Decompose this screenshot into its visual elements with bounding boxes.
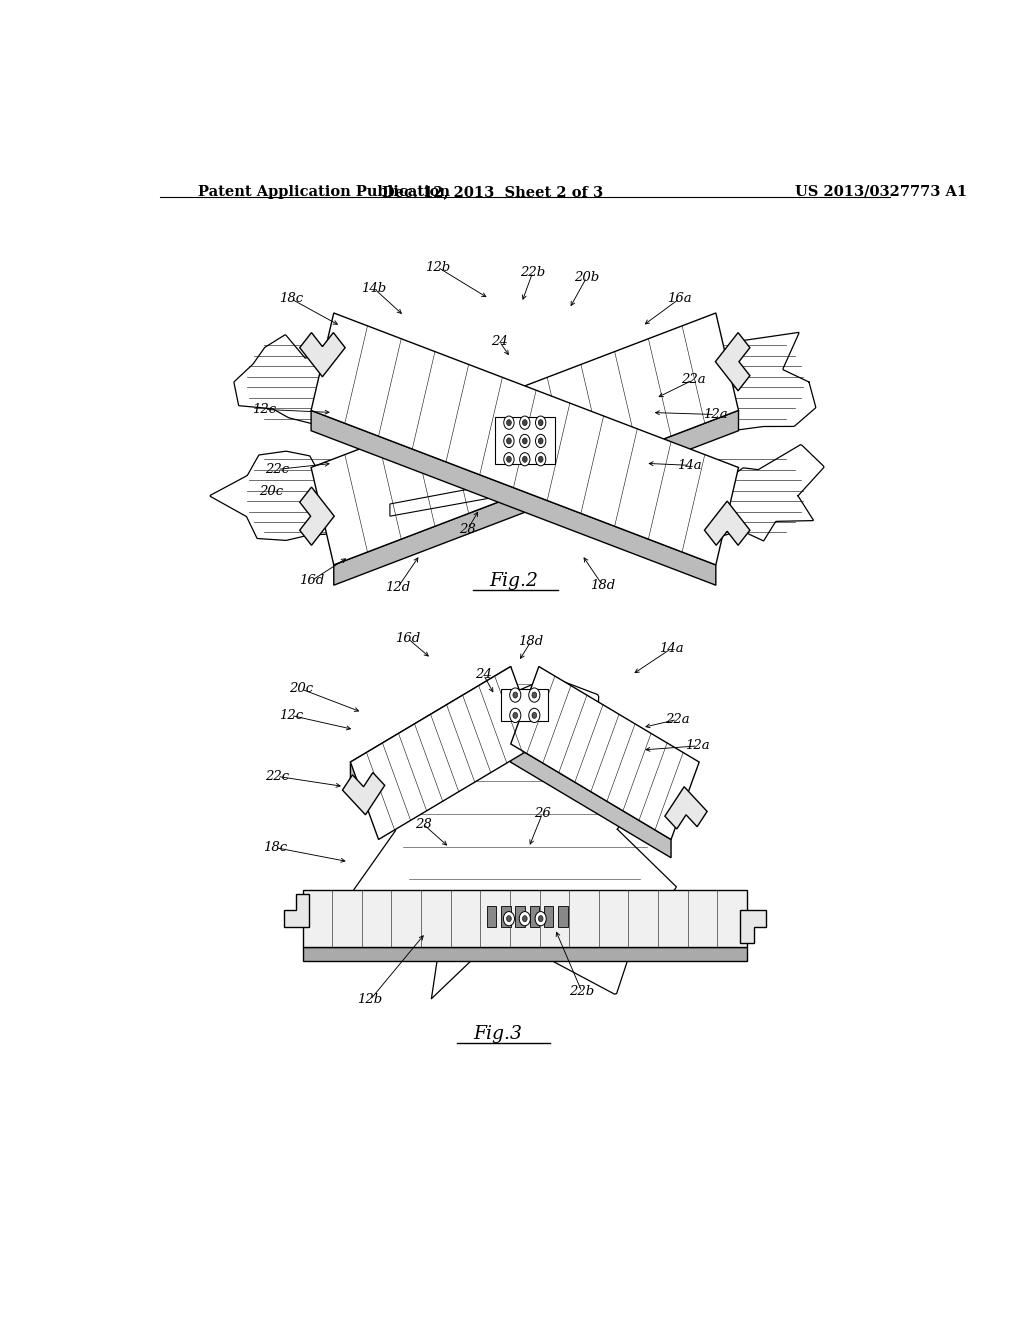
Circle shape [513, 692, 518, 698]
Polygon shape [342, 772, 385, 814]
Circle shape [513, 713, 518, 718]
Polygon shape [311, 411, 716, 585]
Circle shape [522, 916, 527, 921]
Polygon shape [300, 487, 334, 545]
Circle shape [507, 438, 511, 444]
Circle shape [536, 453, 546, 466]
Polygon shape [350, 667, 539, 840]
Polygon shape [740, 909, 766, 942]
Polygon shape [529, 907, 539, 927]
Text: 12c: 12c [279, 709, 303, 722]
Circle shape [510, 688, 521, 702]
Text: 16d: 16d [299, 574, 325, 586]
Circle shape [519, 416, 530, 429]
Polygon shape [501, 907, 511, 927]
Circle shape [536, 912, 546, 925]
Circle shape [519, 434, 530, 447]
Circle shape [536, 416, 546, 429]
Circle shape [507, 420, 511, 426]
Text: 12a: 12a [702, 408, 728, 421]
Polygon shape [334, 411, 738, 585]
Text: 18d: 18d [590, 578, 615, 591]
Circle shape [519, 453, 530, 466]
Circle shape [507, 457, 511, 462]
Circle shape [528, 688, 540, 702]
Text: 14a: 14a [678, 459, 702, 471]
Circle shape [507, 916, 511, 921]
Circle shape [531, 692, 537, 698]
Text: 24: 24 [475, 668, 492, 681]
Text: 22b: 22b [569, 985, 595, 998]
Polygon shape [350, 667, 511, 780]
Text: 14b: 14b [361, 282, 387, 294]
Text: 20c: 20c [259, 486, 283, 498]
Polygon shape [665, 787, 708, 829]
Circle shape [528, 709, 540, 722]
Polygon shape [303, 890, 748, 948]
Polygon shape [390, 479, 659, 516]
Text: 22a: 22a [665, 713, 689, 726]
Text: 28: 28 [460, 523, 476, 536]
Text: 24: 24 [492, 335, 508, 348]
Text: Patent Application Publication: Patent Application Publication [198, 185, 450, 199]
Polygon shape [716, 333, 750, 391]
Circle shape [536, 434, 546, 447]
Polygon shape [544, 907, 553, 927]
Circle shape [522, 420, 527, 426]
Polygon shape [511, 744, 671, 858]
Text: 18c: 18c [263, 841, 287, 854]
Polygon shape [511, 667, 699, 840]
Polygon shape [300, 333, 345, 376]
Text: 12b: 12b [425, 260, 451, 273]
Circle shape [522, 457, 527, 462]
Polygon shape [303, 948, 748, 961]
Text: 14a: 14a [659, 642, 684, 655]
Text: 26: 26 [534, 808, 551, 821]
Text: 12b: 12b [357, 994, 383, 1006]
Text: 12c: 12c [253, 403, 276, 416]
Circle shape [519, 912, 530, 925]
Text: Fig.3: Fig.3 [473, 1024, 522, 1043]
Text: US 2013/0327773 A1: US 2013/0327773 A1 [795, 185, 967, 199]
Circle shape [504, 912, 514, 925]
Polygon shape [501, 689, 549, 721]
Text: 22c: 22c [265, 770, 289, 783]
Circle shape [504, 453, 514, 466]
Text: 22c: 22c [265, 463, 289, 477]
Polygon shape [515, 907, 524, 927]
Text: 18d: 18d [518, 635, 544, 648]
Circle shape [510, 709, 521, 722]
Circle shape [504, 434, 514, 447]
Text: 12a: 12a [685, 739, 710, 752]
Polygon shape [311, 313, 738, 565]
Polygon shape [311, 313, 738, 565]
Text: Fig.2: Fig.2 [489, 573, 538, 590]
Text: 22b: 22b [520, 265, 546, 279]
Circle shape [522, 438, 527, 444]
Polygon shape [495, 417, 555, 465]
Text: 20c: 20c [289, 682, 313, 696]
Text: 20b: 20b [574, 271, 599, 284]
Text: 18c: 18c [279, 292, 303, 305]
Text: 16a: 16a [668, 292, 692, 305]
Text: 28: 28 [415, 817, 431, 830]
Polygon shape [705, 502, 750, 545]
Circle shape [539, 916, 543, 921]
Text: 12d: 12d [385, 581, 411, 594]
Text: 16d: 16d [394, 632, 420, 644]
Circle shape [539, 438, 543, 444]
Polygon shape [486, 907, 497, 927]
Circle shape [539, 420, 543, 426]
Circle shape [504, 416, 514, 429]
Circle shape [531, 713, 537, 718]
Text: 22a: 22a [681, 374, 706, 387]
Polygon shape [284, 894, 309, 927]
Polygon shape [558, 907, 567, 927]
Circle shape [539, 457, 543, 462]
Text: Dec. 12, 2013  Sheet 2 of 3: Dec. 12, 2013 Sheet 2 of 3 [383, 185, 603, 199]
